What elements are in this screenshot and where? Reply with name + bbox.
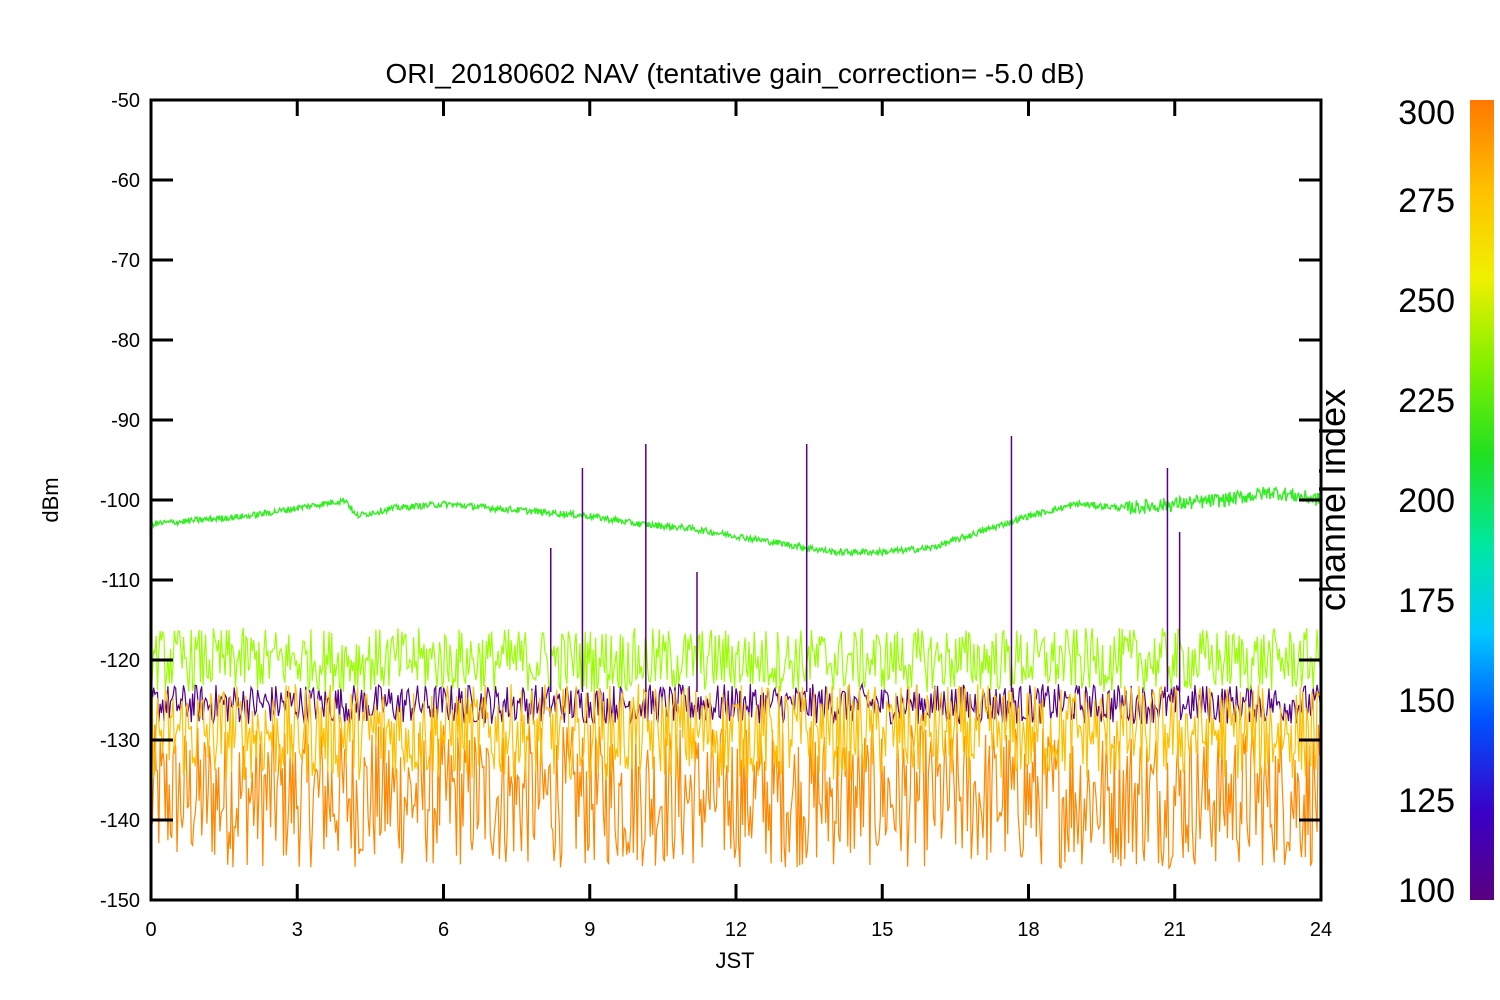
colorbar-tick-label: 100 bbox=[1398, 872, 1455, 910]
series-line-ch240 bbox=[151, 485, 1321, 558]
y-tick-label: -80 bbox=[111, 330, 140, 352]
plot-area bbox=[151, 436, 1321, 870]
colorbar-tick-label: 175 bbox=[1398, 582, 1455, 620]
colorbar-tick-label: 250 bbox=[1398, 282, 1455, 320]
y-tick-label: -90 bbox=[111, 410, 140, 432]
y-tick-label: -130 bbox=[100, 730, 140, 752]
chart-title: ORI_20180602 NAV (tentative gain_correct… bbox=[385, 58, 1084, 89]
series-band-ch280 bbox=[151, 682, 1321, 781]
colorbar-tick-label: 150 bbox=[1398, 682, 1455, 720]
x-tick-label: 3 bbox=[292, 919, 303, 941]
y-tick-label: -70 bbox=[111, 250, 140, 272]
x-tick-label: 6 bbox=[438, 919, 449, 941]
series-band-ch260 bbox=[151, 627, 1321, 692]
y-tick-label: -150 bbox=[100, 890, 140, 912]
colorbar-ticks: 300 275 250 225 200 175 150 125 100 bbox=[1398, 94, 1455, 910]
x-tick-label: 12 bbox=[725, 919, 747, 941]
colorbar-tick-label: 200 bbox=[1398, 482, 1455, 520]
colorbar-tick-label: 275 bbox=[1398, 182, 1455, 220]
colorbar-tick-label: 300 bbox=[1398, 94, 1455, 132]
y-axis-label: dBm bbox=[38, 477, 63, 522]
series-band-ch295 bbox=[151, 724, 1321, 870]
x-axis-label: JST bbox=[715, 948, 754, 973]
y-tick-label: -140 bbox=[100, 810, 140, 832]
y-axis: -50 -60 -70 -80 -90 -100 -110 -120 -130 -140 -150 bbox=[100, 90, 1321, 912]
y-tick-label: -110 bbox=[101, 570, 140, 592]
colorbar-label: channel index bbox=[1312, 389, 1353, 611]
y-tick-label: -50 bbox=[111, 90, 140, 112]
x-tick-label: 0 bbox=[145, 919, 156, 941]
colorbar bbox=[1470, 100, 1494, 900]
x-tick-label: 9 bbox=[584, 919, 595, 941]
series-band-ch105 bbox=[151, 681, 1321, 725]
colorbar-tick-label: 225 bbox=[1398, 382, 1455, 420]
x-tick-label: 18 bbox=[1017, 919, 1039, 941]
x-tick-label: 15 bbox=[871, 919, 893, 941]
y-tick-label: -60 bbox=[111, 170, 140, 192]
y-tick-label: -120 bbox=[100, 650, 140, 672]
y-tick-label: -100 bbox=[100, 490, 140, 512]
colorbar-tick-label: 125 bbox=[1398, 782, 1455, 820]
x-tick-label: 24 bbox=[1310, 919, 1332, 941]
x-axis: 0 3 6 9 12 15 18 21 24 bbox=[145, 100, 1332, 941]
x-tick-label: 21 bbox=[1164, 919, 1186, 941]
